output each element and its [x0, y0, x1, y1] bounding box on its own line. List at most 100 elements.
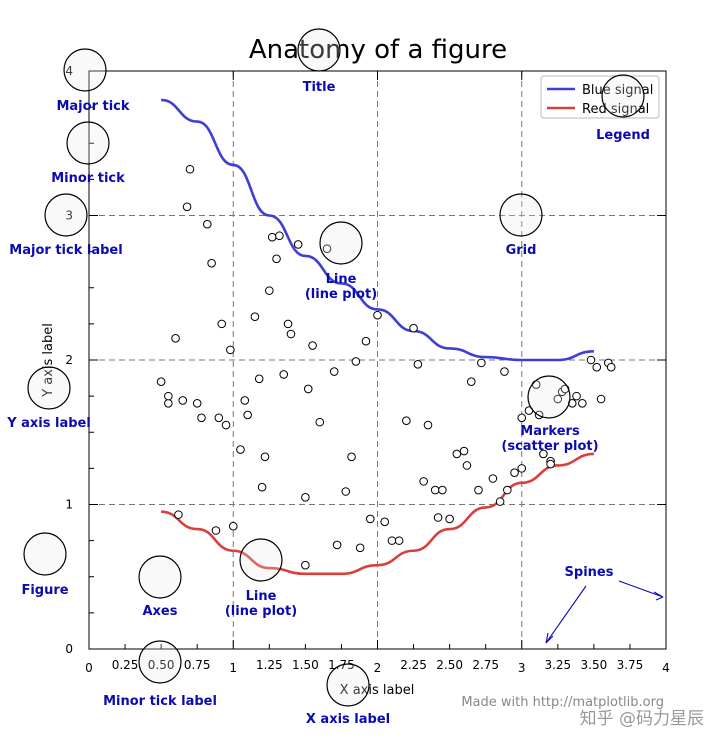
- scatter-marker: [567, 399, 577, 408]
- scatter-marker: [466, 377, 476, 386]
- scatter-marker: [394, 536, 404, 545]
- x-minor-tick-label: 0.50: [148, 658, 175, 672]
- x-minor-tick-label: 2.25: [400, 658, 427, 672]
- scatter-marker: [308, 341, 317, 350]
- scatter-marker: [286, 329, 296, 339]
- annotation-circle: [239, 538, 283, 582]
- y-major-tick-label: 0: [65, 642, 73, 656]
- x-major-tick-label: 2: [374, 661, 382, 675]
- scatter-marker: [596, 394, 606, 404]
- x-minor-tick-label: 3.50: [581, 658, 608, 672]
- x-minor-tick-label: 3.75: [617, 658, 644, 672]
- scatter-marker: [586, 355, 596, 365]
- scatter-marker: [477, 358, 486, 368]
- scatter-marker: [267, 232, 277, 242]
- annotation-label: Major tick label: [9, 243, 122, 258]
- scatter-marker: [402, 416, 411, 425]
- scatter-marker: [546, 459, 555, 469]
- scatter-marker: [301, 560, 310, 570]
- scatter-marker: [413, 360, 423, 369]
- y-major-tick-label: 3: [65, 209, 73, 223]
- annotations: Title Major tick Minor tick Major tick labe…: [6, 28, 664, 727]
- annotation-label: (line plot): [225, 604, 297, 619]
- annotation-label: Line: [326, 272, 357, 287]
- scatter-marker: [500, 367, 509, 376]
- y-axis-label: Y axis label: [41, 323, 56, 398]
- scatter-marker: [517, 464, 527, 473]
- annotation-label: Legend: [596, 128, 650, 143]
- x-minor-tick-label: 3.25: [544, 658, 571, 672]
- spines-arrowhead: [545, 632, 554, 644]
- scatter-marker: [226, 345, 235, 355]
- scatter-marker: [445, 514, 454, 524]
- scatter-marker: [260, 452, 270, 462]
- scatter-marker: [164, 391, 173, 401]
- annotation-label: Spines: [565, 565, 614, 580]
- blue-signal-line: [160, 98, 594, 362]
- scatter-marker: [387, 536, 397, 545]
- y-major-tick-label: 4: [65, 64, 73, 78]
- watermark: 知乎 @码力星辰: [580, 709, 704, 729]
- x-minor-tick-label: 0.25: [112, 658, 139, 672]
- scatter-marker: [332, 540, 342, 550]
- annotation-circle: [138, 640, 182, 684]
- scatter-marker: [380, 517, 390, 527]
- scatter-marker: [423, 420, 433, 430]
- scatter-marker: [279, 370, 289, 379]
- scatter-marker: [341, 487, 351, 496]
- x-major-tick-label: 4: [662, 661, 670, 675]
- annotation-circle: [27, 366, 71, 410]
- annotation-label: Figure: [21, 583, 68, 598]
- scatter-marker: [217, 319, 227, 329]
- scatter-marker: [211, 526, 221, 535]
- annotation-label: Markers: [520, 424, 580, 439]
- scatter-marker: [553, 394, 563, 404]
- spines: [88, 70, 667, 650]
- scatter-marker: [192, 399, 202, 408]
- scatter-marker: [430, 485, 440, 495]
- annotation-circle: [23, 532, 67, 576]
- annotation-label: Minor tick label: [103, 694, 217, 709]
- scatter-marker: [452, 449, 462, 459]
- scatter-marker: [355, 543, 365, 553]
- annotation-label: (scatter plot): [501, 439, 598, 454]
- chart-title: Anatomy of a figure: [249, 35, 507, 65]
- scatter-marker: [202, 219, 212, 229]
- scatter-marker: [438, 485, 447, 495]
- scatter-marker: [293, 240, 303, 249]
- scatter-marker: [275, 231, 284, 241]
- spines-arrowhead: [653, 591, 664, 601]
- scatter-marker: [474, 485, 483, 495]
- scatter-marker: [171, 334, 180, 343]
- scatter-marker: [182, 202, 192, 212]
- annotation-label: (line plot): [305, 287, 377, 302]
- scatter-marker: [197, 413, 206, 423]
- legend-entry: Red signal: [582, 102, 649, 117]
- annotation-circle: [138, 555, 182, 599]
- scatter-marker: [365, 514, 375, 524]
- scatter-marker: [495, 497, 505, 506]
- scatter-marker: [185, 164, 195, 174]
- annotation-label: Minor tick: [51, 171, 125, 186]
- scatter-marker: [517, 413, 527, 423]
- red-signal-line: [161, 452, 594, 576]
- scatter-marker: [578, 399, 587, 408]
- scatter-marker: [419, 477, 428, 486]
- annotation-label: X axis label: [306, 712, 390, 727]
- scatter-marker: [301, 492, 310, 502]
- x-axis-label: X axis label: [340, 683, 415, 698]
- scatter-marker: [164, 399, 173, 408]
- x-minor-tick-label: 1.50: [292, 658, 319, 672]
- annotation-label: Title: [303, 80, 336, 95]
- scatter-marker: [539, 449, 548, 459]
- annotation-label: Axes: [142, 604, 177, 619]
- scatter-marker: [250, 312, 260, 321]
- legend-entry: Blue signal: [582, 83, 653, 98]
- x-minor-tick-label: 1.25: [256, 658, 283, 672]
- scatter-marker: [283, 319, 293, 329]
- scatter-marker: [510, 468, 519, 478]
- annotation-label: Grid: [506, 243, 537, 258]
- scatter-marker: [592, 362, 602, 372]
- scatter-marker: [303, 384, 313, 394]
